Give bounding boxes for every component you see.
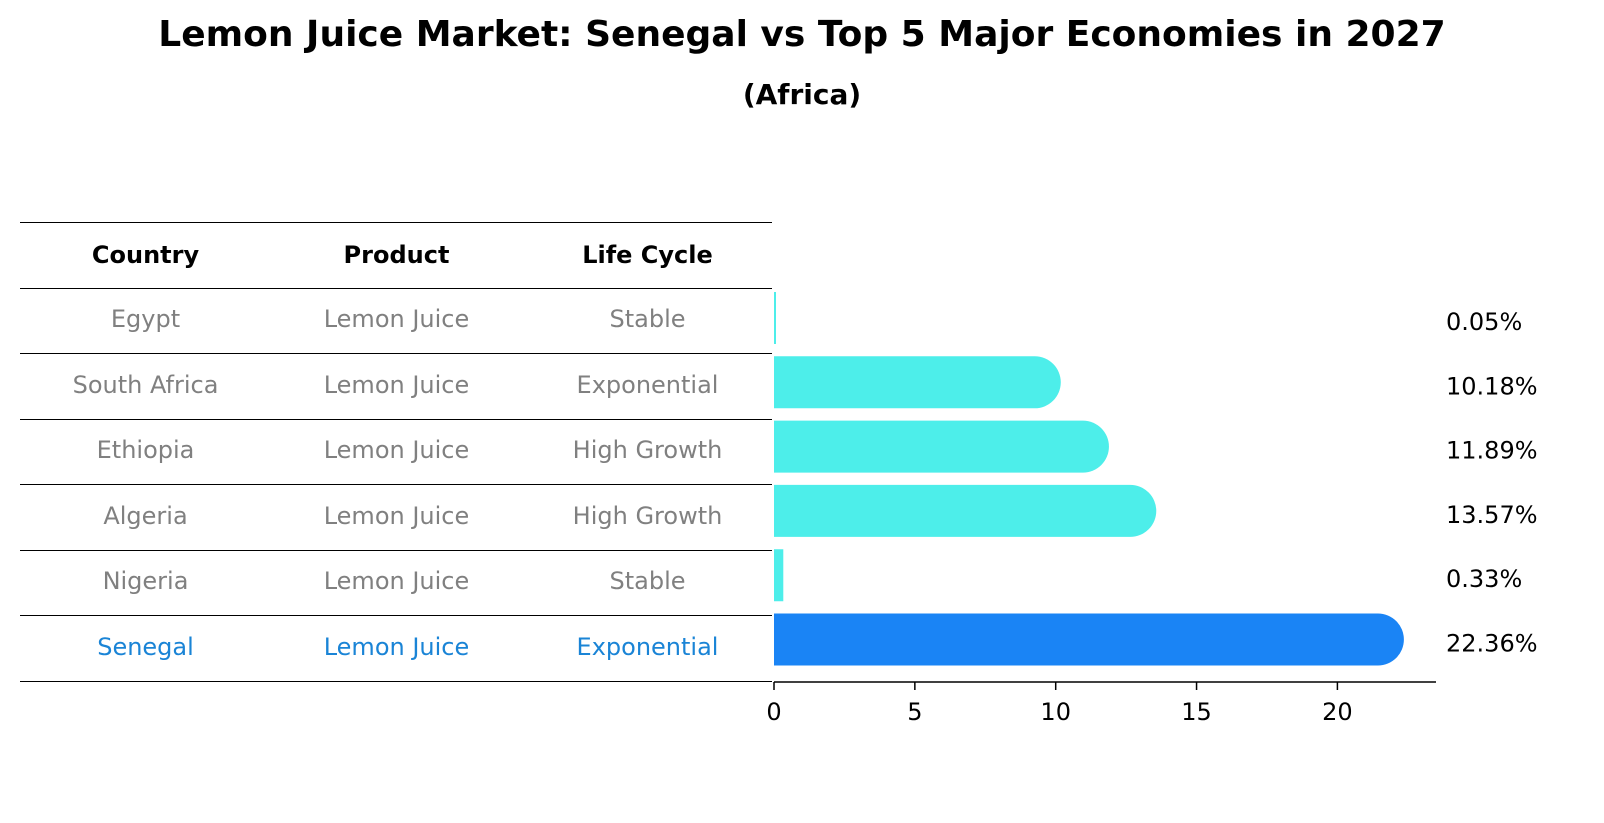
bar-ethiopia xyxy=(774,420,1109,473)
table-rule xyxy=(20,615,772,616)
cell-country: Senegal xyxy=(97,632,194,661)
x-tick-label: 10 xyxy=(1040,698,1071,726)
bar-algeria xyxy=(774,484,1157,537)
cell-country: Egypt xyxy=(110,305,181,334)
bar-nigeria xyxy=(774,549,784,602)
cell-life-cycle: Exponential xyxy=(576,370,719,399)
table-rule xyxy=(20,549,772,551)
value-label: 11.89% xyxy=(1446,437,1538,465)
cell-life-cycle: Stable xyxy=(609,305,686,334)
x-tick-label: 5 xyxy=(907,698,922,726)
cell-life-cycle: Exponential xyxy=(576,632,719,661)
cell-life-cycle: Stable xyxy=(609,567,686,596)
cell-product: Lemon Juice xyxy=(323,436,470,465)
value-label: 22.36% xyxy=(1446,630,1538,658)
table-rule xyxy=(20,353,772,354)
cell-product: Lemon Juice xyxy=(323,305,470,334)
cell-product: Lemon Juice xyxy=(323,501,470,530)
header-product: Product xyxy=(343,240,450,269)
table-rule xyxy=(20,484,772,485)
cell-country: Nigeria xyxy=(102,567,189,596)
table-rule xyxy=(20,287,772,289)
x-tick-label: 20 xyxy=(1322,698,1353,726)
value-label: 13.57% xyxy=(1446,501,1538,529)
cell-country: Ethiopia xyxy=(96,436,195,465)
x-tick-label: 15 xyxy=(1181,698,1212,726)
value-label: 10.18% xyxy=(1446,372,1538,400)
chart-title: Lemon Juice Market: Senegal vs Top 5 Maj… xyxy=(158,14,1446,55)
cell-country: South Africa xyxy=(72,370,219,399)
cell-country: Algeria xyxy=(103,501,188,530)
table-rule xyxy=(20,222,772,223)
bar-south-africa xyxy=(774,356,1061,409)
value-label: 0.33% xyxy=(1446,565,1522,593)
chart-subtitle: (Africa) xyxy=(742,78,862,111)
cell-product: Lemon Juice xyxy=(323,632,470,661)
cell-life-cycle: High Growth xyxy=(572,436,723,465)
bar-senegal xyxy=(774,613,1404,666)
cell-life-cycle: High Growth xyxy=(572,501,723,530)
cell-product: Lemon Juice xyxy=(323,370,470,399)
table-rule xyxy=(20,418,772,420)
bar-egypt xyxy=(774,292,776,344)
header-life-cycle: Life Cycle xyxy=(582,240,713,269)
table-rule xyxy=(20,680,772,682)
cell-product: Lemon Juice xyxy=(323,567,470,596)
x-tick-label: 0 xyxy=(766,698,781,726)
header-country: Country xyxy=(91,240,200,269)
value-label: 0.05% xyxy=(1446,308,1522,336)
